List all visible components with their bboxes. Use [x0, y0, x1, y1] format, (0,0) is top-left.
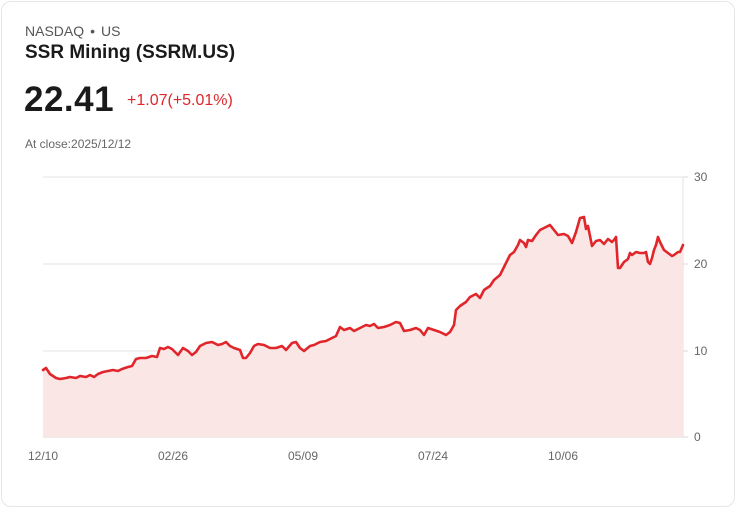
stock-title: SSR Mining (SSRM.US): [25, 42, 236, 63]
y-tick-20: 20: [694, 257, 708, 271]
x-axis-labels: 12/10 02/26 05/09 07/24 10/06: [28, 449, 578, 463]
region: US: [101, 23, 121, 39]
price-line: [41, 215, 685, 381]
y-axis-labels: 30 20 10 0: [694, 170, 708, 444]
y-tick-0: 0: [694, 430, 701, 444]
y-tick-30: 30: [694, 170, 708, 184]
x-tick-1210: 12/10: [28, 449, 58, 463]
y-tick-10: 10: [694, 344, 708, 358]
x-tick-0509: 05/09: [288, 449, 318, 463]
x-tick-0226: 02/26: [158, 449, 188, 463]
x-tick-0724: 07/24: [418, 449, 448, 463]
exchange-line: NASDAQ • US: [25, 23, 120, 39]
exchange-name: NASDAQ: [25, 23, 85, 39]
price-change: +1.07(+5.01%): [127, 92, 233, 109]
at-close-date: At close:2025/12/12: [25, 137, 132, 151]
current-price: 22.41: [24, 80, 115, 119]
x-tick-1006: 10/06: [548, 449, 578, 463]
separator-dot: •: [90, 23, 96, 39]
